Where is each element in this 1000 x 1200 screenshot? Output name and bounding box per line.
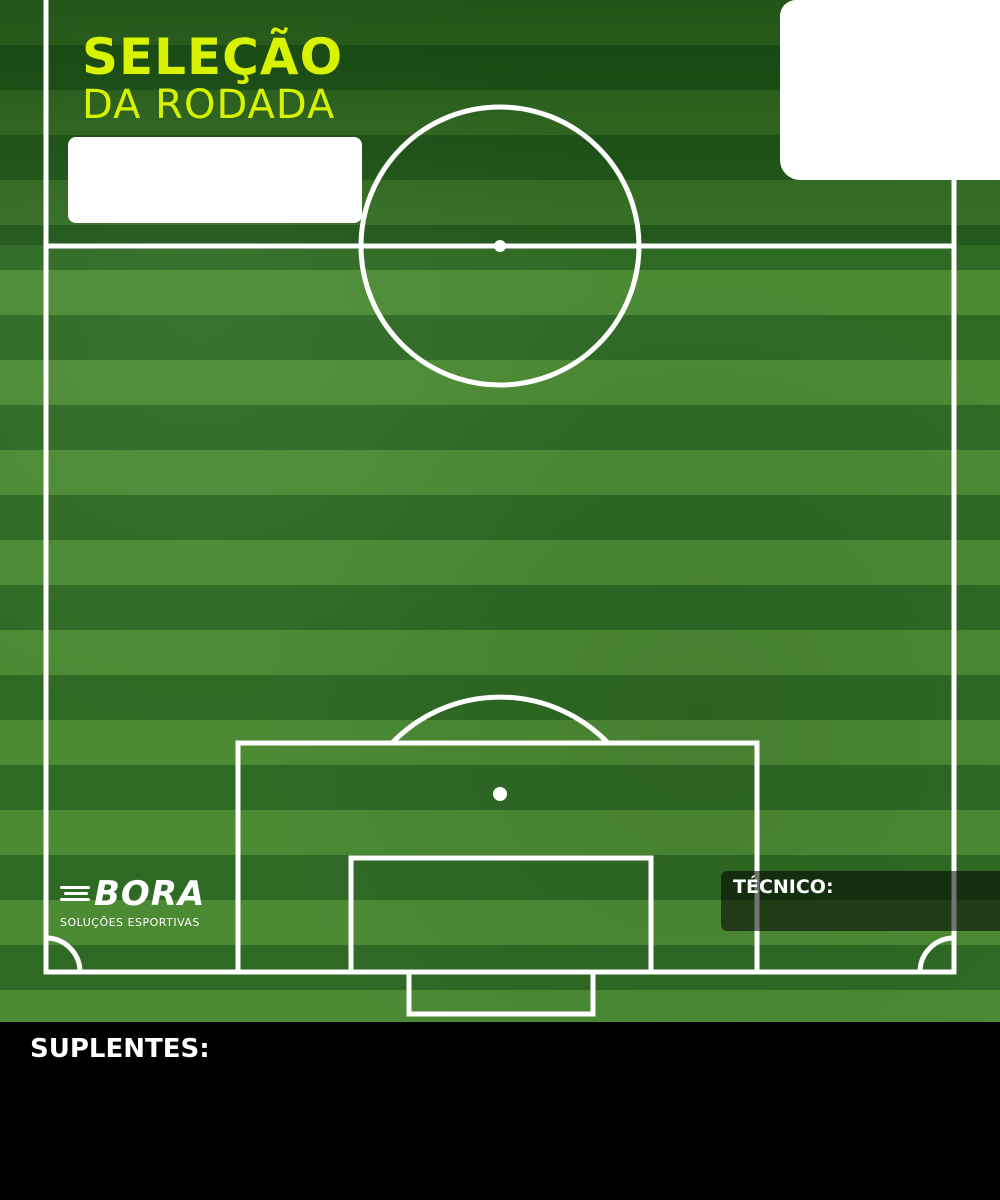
logo-tagline: SOLUÇÕES ESPORTIVAS — [60, 916, 200, 929]
speed-lines-icon — [60, 886, 96, 906]
penalty-spot — [493, 787, 507, 801]
corner-arc-right — [917, 935, 955, 973]
coach-panel: TÉCNICO: — [721, 871, 1000, 931]
round-info-box — [68, 137, 362, 223]
center-circle — [358, 104, 642, 388]
goal-area — [348, 855, 654, 975]
corner-arc-left — [45, 935, 83, 973]
page-subtitle: DA RODADA — [82, 82, 336, 128]
goal — [406, 969, 596, 1017]
page-title: SELEÇÃO — [82, 28, 344, 86]
logo-wordmark: BORA — [94, 874, 206, 914]
bora-logo: BORA SOLUÇÕES ESPORTIVAS — [58, 874, 228, 934]
penalty-arc — [390, 694, 610, 745]
coach-label: TÉCNICO: — [733, 876, 834, 898]
center-spot — [494, 240, 506, 252]
substitutes-label: SUPLENTES: — [30, 1034, 210, 1064]
pitch-markings — [43, 0, 957, 1017]
team-badge-box — [780, 0, 1000, 180]
